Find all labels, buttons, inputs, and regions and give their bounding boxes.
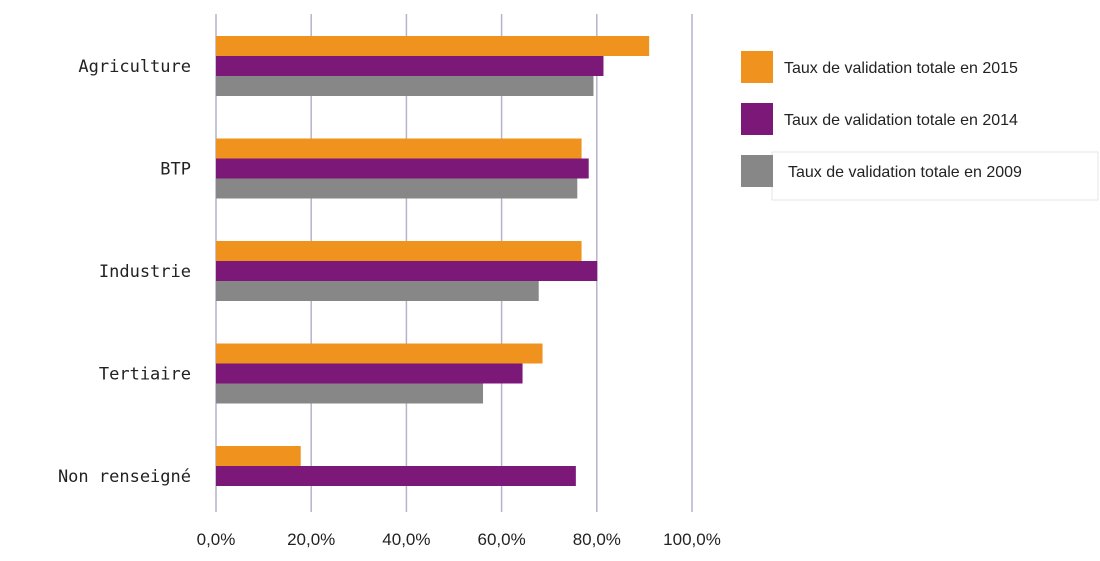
legend-label-2: Taux de validation totale en 2009 <box>788 164 1022 181</box>
bar-btp-series-2 <box>216 178 578 199</box>
bar-industrie-series-2 <box>216 281 539 301</box>
legend: Taux de validation totale en 2015 Taux de… <box>741 51 1099 201</box>
category-label-non-renseigne: Non renseigné <box>58 467 191 487</box>
bars <box>216 36 650 486</box>
x-axis-tick-labels: 0,0% 20,0% 40,0% 60,0% 80,0% 100,0% <box>197 530 721 549</box>
bar-agriculture-series-1 <box>216 56 604 76</box>
legend-label-1: Taux de validation totale en 2014 <box>784 112 1018 129</box>
category-label-agriculture: Agriculture <box>78 57 191 77</box>
legend-swatch-1 <box>741 103 773 135</box>
bar-tertiaire-series-1 <box>216 363 523 384</box>
bar-industrie-series-1 <box>216 261 598 281</box>
bar-industrie-series-0 <box>216 241 582 261</box>
x-tick-label-3: 60,0% <box>477 530 525 549</box>
bar-btp-series-0 <box>216 138 582 159</box>
x-tick-label-4: 80,0% <box>573 530 621 549</box>
category-labels: Agriculture BTP Industrie Tertiaire Non rens… <box>58 57 191 487</box>
x-tick-label-2: 40,0% <box>382 530 430 549</box>
x-tick-label-0: 0,0% <box>197 530 236 549</box>
legend-swatch-0 <box>741 51 773 83</box>
bar-non-renseigne-series-1 <box>216 466 576 486</box>
category-label-industrie: Industrie <box>99 262 191 282</box>
legend-label-0: Taux de validation totale en 2015 <box>784 60 1018 77</box>
bar-tertiaire-series-0 <box>216 343 543 364</box>
bar-non-renseigne-series-0 <box>216 446 301 466</box>
bar-agriculture-series-2 <box>216 76 594 96</box>
x-tick-label-1: 20,0% <box>287 530 335 549</box>
bar-tertiaire-series-2 <box>216 383 484 404</box>
category-label-tertiaire: Tertiaire <box>99 365 191 385</box>
legend-swatch-2 <box>741 155 773 187</box>
bar-btp-series-1 <box>216 158 589 179</box>
x-tick-label-5: 100,0% <box>663 530 721 549</box>
category-label-btp: BTP <box>160 160 191 180</box>
legend-highlight-box <box>771 151 1099 201</box>
bar-agriculture-series-0 <box>216 36 650 56</box>
